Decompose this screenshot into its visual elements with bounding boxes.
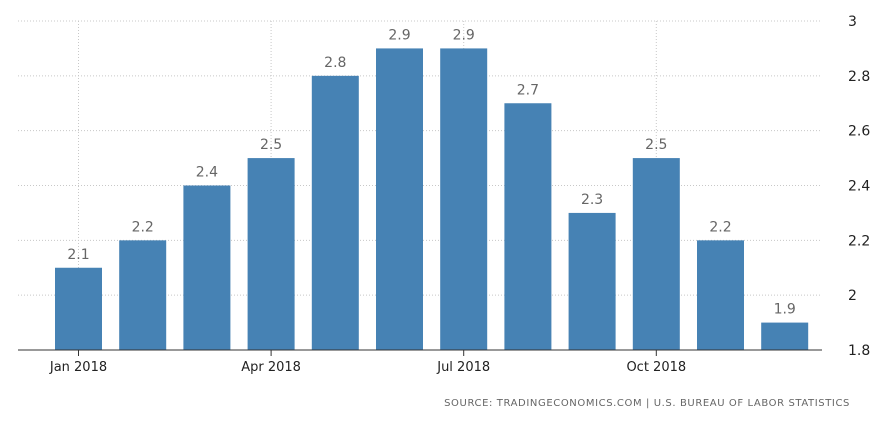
data-label: 2.5 (645, 137, 667, 153)
y-axis-labels: 1.8 2 2.2 2.4 2.6 2.8 3 (848, 14, 870, 359)
y-tick-label: 2.8 (848, 69, 870, 85)
bar[interactable] (761, 322, 809, 350)
bar[interactable] (247, 158, 295, 350)
bar[interactable] (697, 240, 744, 350)
x-tick-label: Apr 2018 (241, 360, 301, 375)
data-label: 2.8 (324, 55, 346, 71)
data-label: 2.7 (517, 82, 539, 98)
x-tick-label: Oct 2018 (626, 360, 686, 375)
y-tick-label: 2.2 (848, 233, 870, 249)
data-label: 2.2 (709, 219, 731, 235)
data-label: 2.4 (196, 165, 218, 181)
data-label: 2.2 (132, 219, 154, 235)
data-labels: 2.1 2.2 2.4 2.5 2.8 2.9 2.9 2.7 2.3 2.5 2.2 1.9 (67, 27, 795, 317)
data-label: 2.3 (581, 192, 603, 208)
bar[interactable] (311, 75, 359, 350)
x-axis (18, 349, 822, 356)
y-tick-label: 2.4 (848, 179, 870, 195)
bar[interactable] (119, 240, 167, 350)
data-label: 1.9 (774, 302, 796, 318)
bar[interactable] (183, 185, 231, 351)
y-tick-label: 3 (848, 14, 857, 30)
bar[interactable] (504, 103, 552, 350)
bars (55, 48, 809, 351)
bar[interactable] (440, 48, 488, 351)
y-tick-label: 1.8 (848, 343, 870, 359)
data-label: 2.5 (260, 137, 282, 153)
data-label: 2.9 (453, 27, 475, 43)
data-label: 2.1 (67, 247, 89, 263)
x-axis-labels: Jan 2018 Apr 2018 Jul 2018 Oct 2018 (49, 360, 686, 375)
x-tick-label: Jul 2018 (436, 360, 490, 375)
bar[interactable] (376, 48, 423, 351)
bar[interactable] (632, 158, 680, 350)
source-note: SOURCE: TRADINGECONOMICS.COM | U.S. BURE… (444, 398, 850, 409)
y-tick-label: 2.6 (848, 124, 870, 140)
x-tick-label: Jan 2018 (49, 360, 107, 375)
bar[interactable] (568, 212, 616, 350)
data-label: 2.9 (388, 27, 410, 43)
y-tick-label: 2 (848, 288, 857, 304)
bar[interactable] (55, 267, 102, 350)
